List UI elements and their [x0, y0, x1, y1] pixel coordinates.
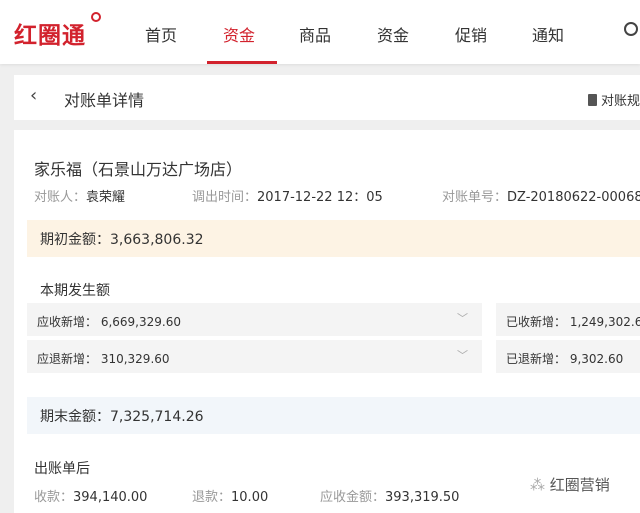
store-name: 家乐福（石景山万达广场店） [34, 160, 243, 179]
tab-home[interactable]: 首页 [145, 26, 178, 45]
search-icon[interactable] [624, 22, 638, 36]
bill-number: 对账单号：DZ-20180622-00068 [442, 190, 640, 205]
tab-promotion[interactable]: 促销 [455, 26, 488, 45]
active-tab-indicator [207, 61, 277, 64]
after-bill-title: 出账单后 [34, 461, 90, 477]
received-add-row: 已收新增： 1,249,302.60 [496, 303, 640, 336]
chevron-down-icon: ﹀ [457, 312, 468, 325]
export-time: 调出时间：2017-12-22 12：05 [192, 190, 383, 205]
tab-products[interactable]: 商品 [299, 26, 332, 45]
document-icon [588, 94, 597, 106]
tab-funds-2[interactable]: 资金 [377, 26, 410, 45]
detail-card: 家乐福（石景山万达广场店） 对账人：袁荣耀 调出时间：2017-12-22 12… [14, 130, 640, 513]
refund: 退款：10.00 [192, 490, 269, 505]
chevron-down-icon: ﹀ [457, 349, 468, 362]
refunded-add-row: 已退新增： 9,302.60 [496, 340, 640, 373]
tab-funds[interactable]: 资金 [223, 26, 256, 45]
watermark: ⁂ 红圈营销 [530, 476, 610, 494]
page-header: ‹ 对账单详情 对账规 [14, 75, 640, 120]
tab-notice[interactable]: 通知 [532, 26, 565, 45]
logo: 红圈通 [14, 23, 86, 49]
top-nav: 红圈通 首页 资金 商品 资金 促销 通知 [0, 0, 640, 64]
closing-balance: 期末金额：7,325,714.26 [27, 397, 640, 434]
page-title: 对账单详情 [64, 91, 145, 110]
reconciler: 对账人：袁荣耀 [34, 190, 126, 205]
receivable-add-row[interactable]: 应收新增： 6,669,329.60 ﹀ [27, 303, 482, 336]
back-icon[interactable]: ‹ [30, 85, 38, 106]
opening-balance: 期初金额：3,663,806.32 [27, 220, 640, 257]
receivable-amount: 应收金额：393,319.50 [320, 490, 460, 505]
refund-due-add-row[interactable]: 应退新增： 310,329.60 ﹀ [27, 340, 482, 373]
logo-circle-icon [91, 12, 101, 22]
reconcile-rules-link[interactable]: 对账规 [588, 90, 640, 109]
collection: 收款：394,140.00 [34, 490, 148, 505]
period-title: 本期发生额 [40, 283, 110, 299]
wechat-icon: ⁂ [530, 476, 550, 494]
